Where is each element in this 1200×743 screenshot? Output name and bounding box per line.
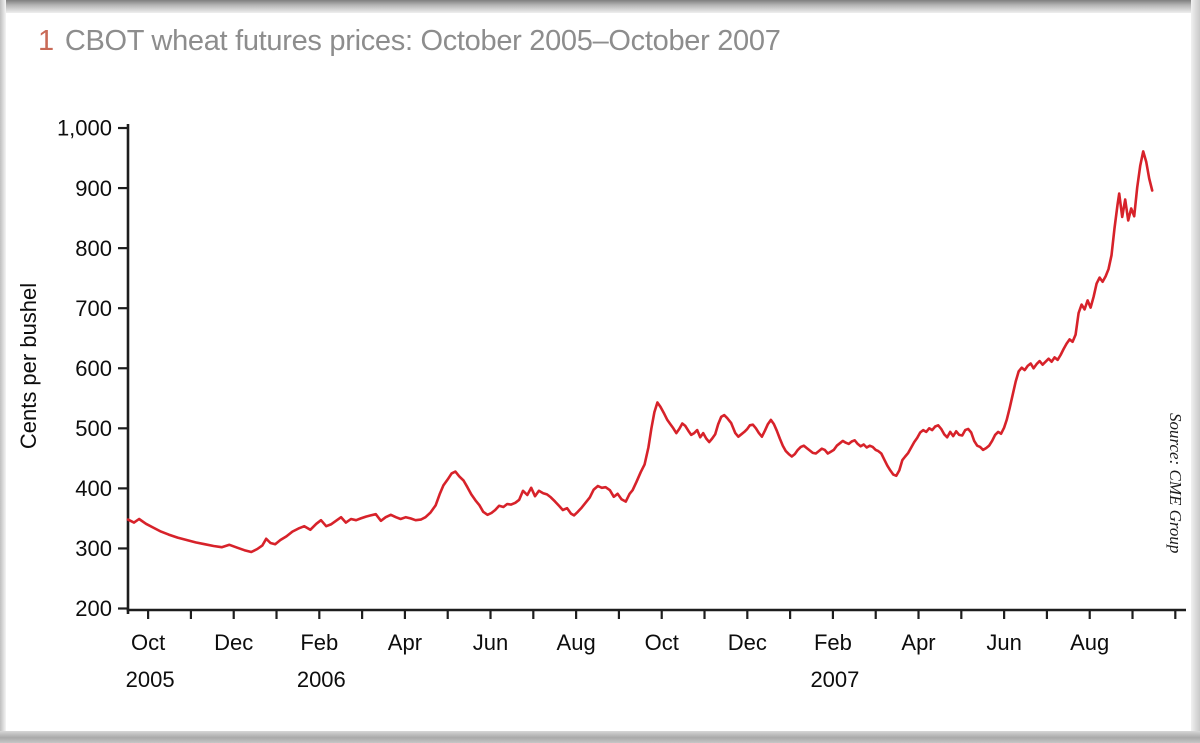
y-tick-label: 600 (75, 356, 112, 381)
x-axis: Oct 2005 Dec Feb 2006 Apr Jun Aug Oct Dec Feb 2007 A… (126, 610, 1177, 692)
figure-title: 1 CBOT wheat futures prices: October 2005… (38, 25, 781, 58)
page-bottom-edge (0, 731, 1200, 743)
x-tick-year-label: 2007 (810, 667, 859, 692)
x-tick-year-label: 2005 (126, 667, 175, 692)
x-tick-label: Aug (1070, 630, 1109, 655)
y-tick-label: 200 (75, 596, 112, 621)
axes (126, 124, 1186, 614)
y-axis: 200 300 400 500 600 700 800 900 1,000 (57, 116, 128, 621)
page-top-edge (0, 0, 1200, 13)
price-line (126, 150, 1154, 554)
y-tick-label: 800 (75, 236, 112, 261)
y-tick-label: 1,000 (57, 116, 112, 141)
x-tick-label: Feb (300, 630, 338, 655)
x-tick-label: Apr (901, 630, 935, 655)
figure-number: 1 (38, 25, 54, 57)
y-axis-title: Cents per bushel (16, 283, 41, 449)
x-tick-label: Jun (473, 630, 508, 655)
x-tick-label: Apr (388, 630, 422, 655)
x-tick-year-label: 2006 (297, 667, 346, 692)
y-tick-label: 900 (75, 176, 112, 201)
x-tick-label: Dec (214, 630, 253, 655)
y-tick-label: 300 (75, 536, 112, 561)
x-tick-label: Oct (131, 630, 165, 655)
x-tick-label: Aug (557, 630, 596, 655)
source-note: Source: CME Group (1166, 413, 1185, 553)
figure-title-text: CBOT wheat futures prices: October 2005–… (64, 25, 781, 57)
page-right-edge (1191, 0, 1200, 743)
y-tick-label: 700 (75, 296, 112, 321)
x-tick-label: Feb (814, 630, 852, 655)
y-tick-label: 400 (75, 476, 112, 501)
y-tick-label: 500 (75, 416, 112, 441)
x-tick-label: Oct (645, 630, 679, 655)
x-tick-label: Dec (728, 630, 767, 655)
x-tick-label: Jun (986, 630, 1021, 655)
page-left-edge (0, 0, 6, 743)
